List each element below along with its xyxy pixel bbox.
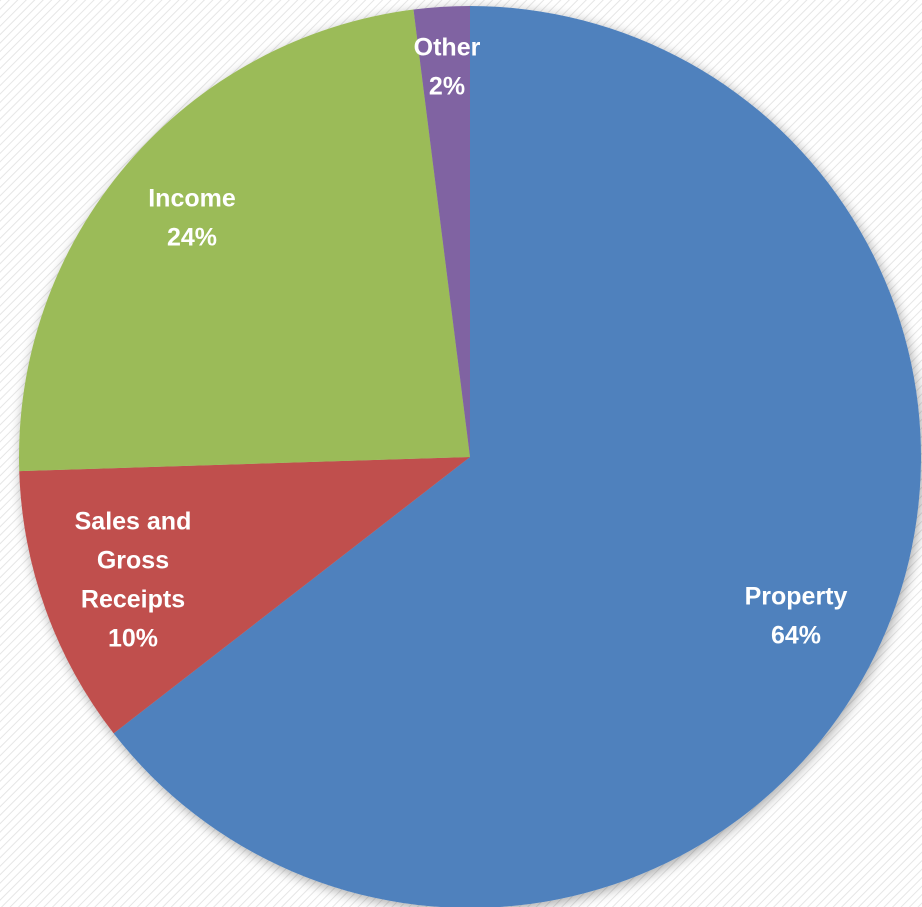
pie-slice-percent: 24%: [167, 223, 217, 251]
pie-slice-label-3: Other 2%: [414, 33, 481, 100]
pie-slice-percent: 10%: [108, 624, 158, 652]
pie-slice-label-1: Sales and Gross Receipts 10%: [75, 507, 192, 652]
pie-slice-name-line: Other: [414, 33, 481, 61]
pie-slice-name-line: Property: [745, 582, 848, 610]
pie-slice-name-line: Sales and: [75, 507, 192, 535]
pie-slice-percent: 64%: [771, 621, 821, 649]
pie-slice-2: [18, 9, 471, 472]
pie-slice-name-line: Gross: [97, 546, 169, 574]
pie-slice-label-0: Property 64%: [745, 582, 848, 649]
pie-slice-3: [413, 6, 470, 457]
pie-slice-label-2: Income 24%: [148, 184, 236, 251]
pie-slice-1: [19, 457, 470, 734]
pie-slice-name-line: Income: [148, 184, 236, 212]
pie-slices: [18, 6, 921, 907]
pie-slice-0: [113, 6, 921, 907]
pie-slice-name-line: Receipts: [81, 585, 185, 613]
pie-slice-percent: 2%: [429, 72, 465, 100]
pie-labels: Property 64% Sales and Gross Receipts 10% Inco…: [75, 33, 848, 652]
